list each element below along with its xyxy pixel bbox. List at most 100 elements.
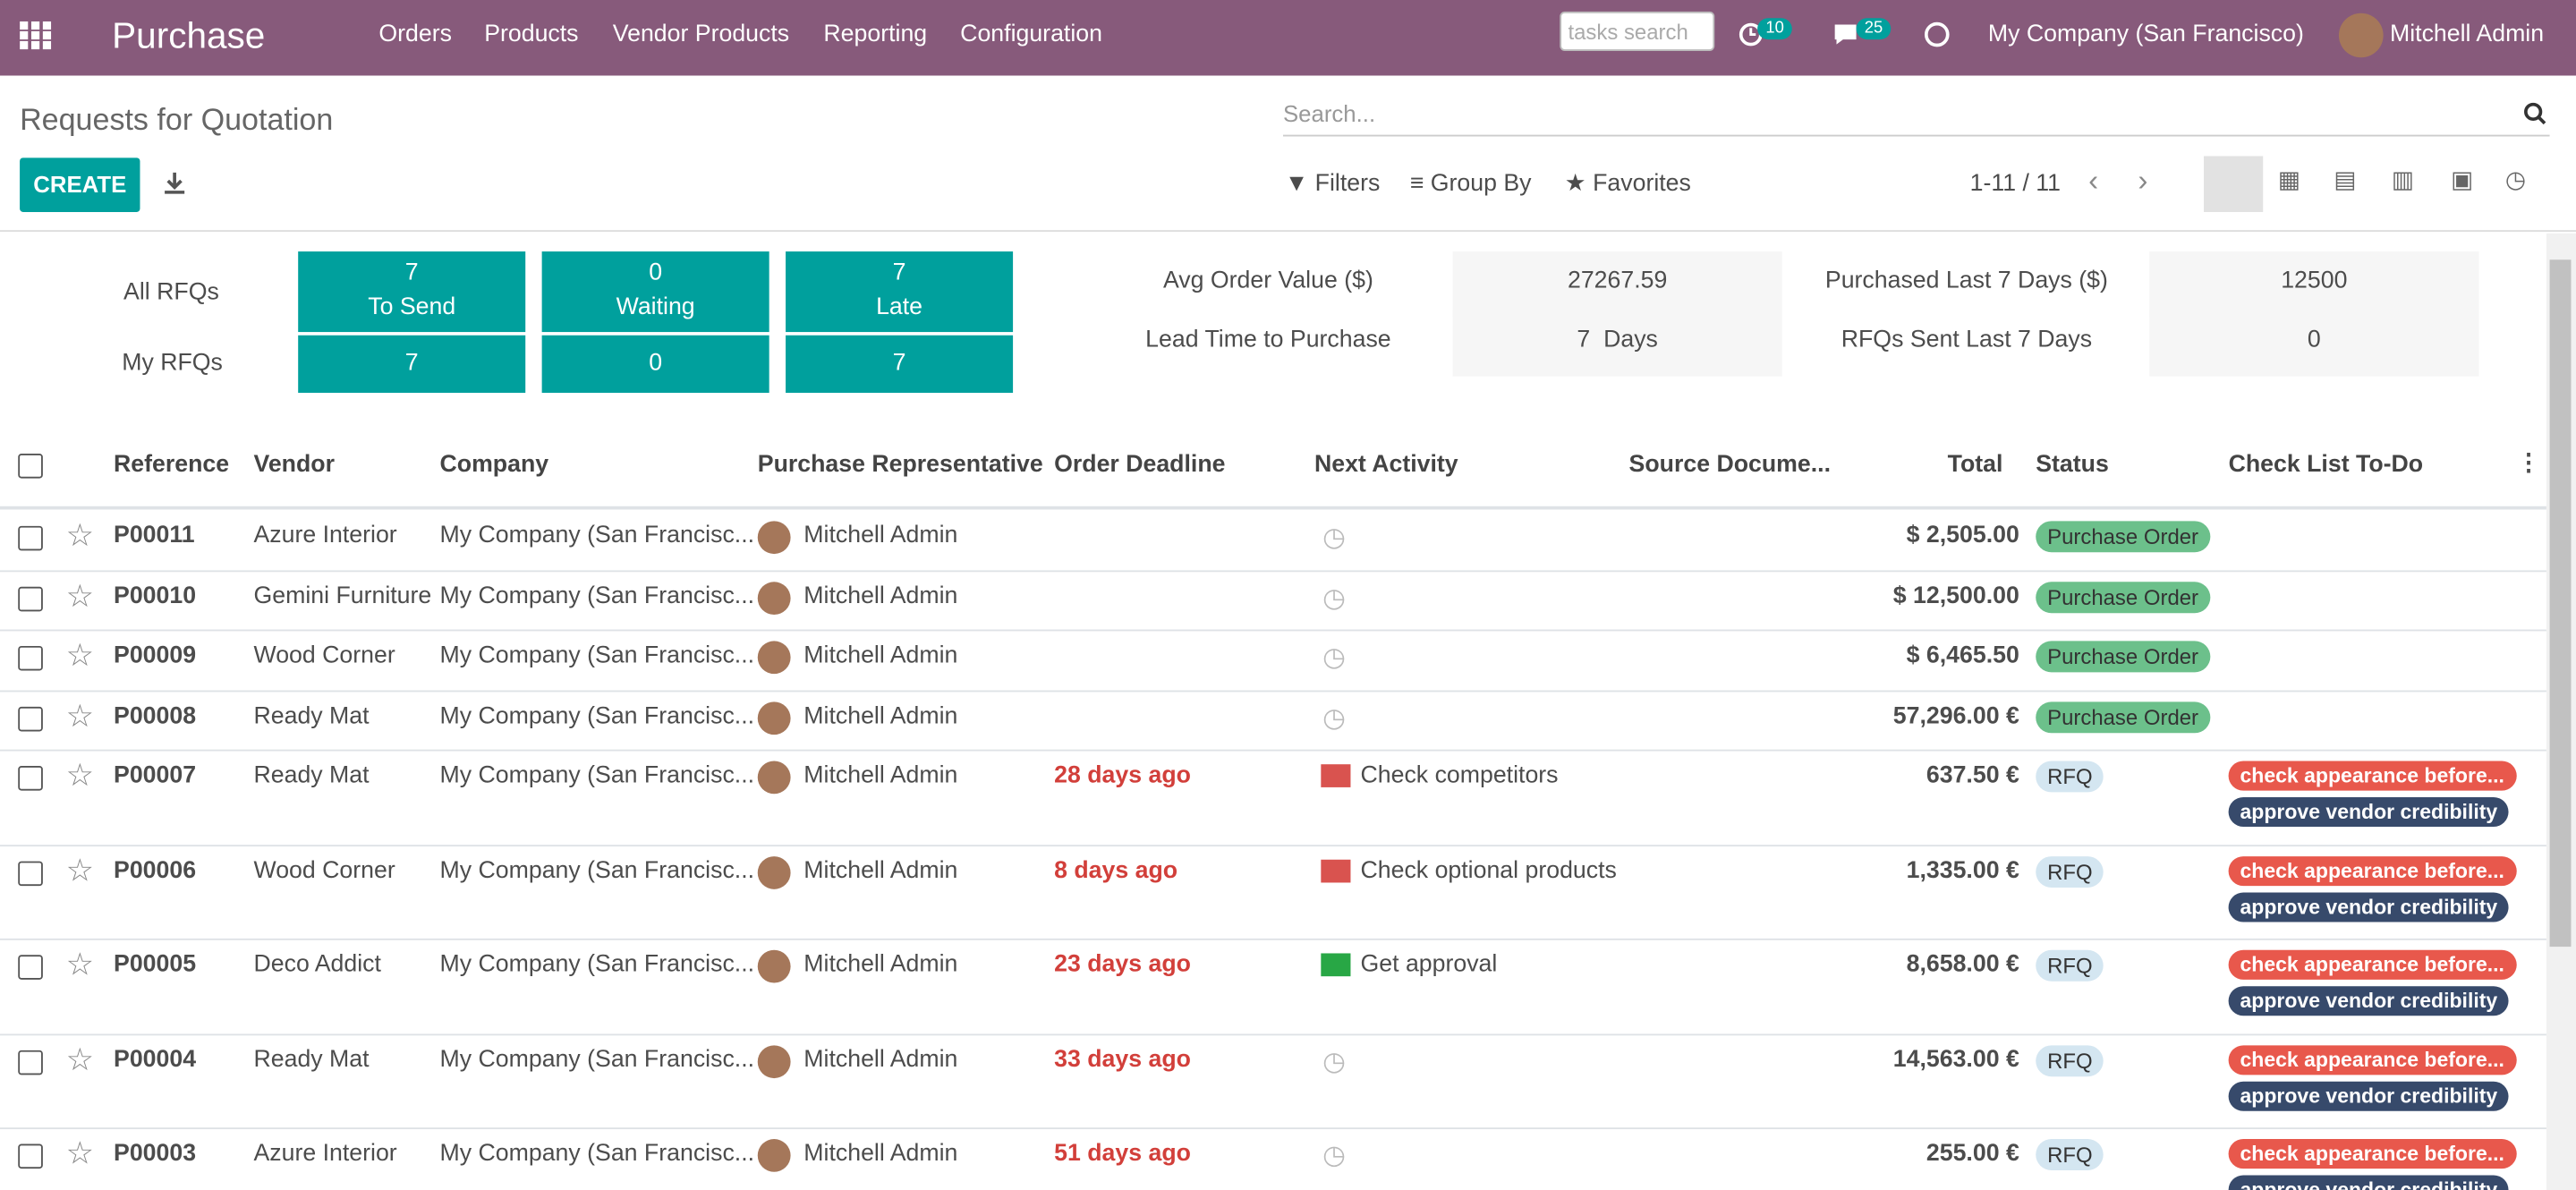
checklist-tag[interactable]: check appearance before... [2228,761,2516,791]
activity-clock[interactable]: ◷ [1322,1048,1346,1076]
breadcrumb: Requests for Quotation [20,101,334,137]
activity-clock[interactable]: ◷ [1322,584,1346,613]
dashboard-tile[interactable]: 7 [786,335,1014,394]
column-header[interactable]: Company [439,452,549,479]
scrollbar-thumb [2549,259,2572,948]
column-header[interactable]: Source Docume... [1628,452,1832,479]
dashboard-tile[interactable]: 0 Waiting [541,251,769,333]
dashboard-tile[interactable]: 0 [541,335,769,394]
stat-value: 12500 [2149,251,2479,318]
checklist-tag[interactable]: check appearance before... [2228,949,2516,980]
group-by-button[interactable]: ≡ Group By [1409,171,1532,198]
reference: P00006 [114,856,197,884]
filters-button[interactable]: ▼ Filters [1284,171,1381,198]
column-header[interactable]: Purchase Representative [757,452,1043,479]
graph-view-button[interactable]: ▥ [2391,167,2415,194]
menu-item[interactable]: Orders [378,21,452,48]
checklist-tag[interactable]: approve vendor credibility [2228,1080,2510,1110]
menu-item[interactable]: Configuration [960,21,1102,48]
create-button[interactable]: CREATE [20,157,140,212]
representative: Mitchell Admin [803,702,958,729]
vendor: Azure Interior [253,523,397,549]
checklist-tag[interactable]: check appearance before... [2228,1139,2516,1169]
avatar [757,761,791,795]
activity[interactable]: Check competitors [1360,762,1559,789]
tile-label: Late [876,293,923,321]
pager-prev[interactable]: ‹ [2088,164,2099,198]
row-checkbox[interactable] [18,955,43,980]
messages-icon[interactable] [1832,21,1861,47]
pager-next[interactable]: › [2138,164,2148,198]
row-checkbox[interactable] [18,585,43,611]
column-header[interactable]: Reference [114,452,230,479]
column-header[interactable]: Status [2036,452,2109,479]
company-switcher[interactable]: My Company (San Francisco) [1987,21,2304,48]
user-menu[interactable]: Mitchell Admin [2390,21,2545,48]
row-checkbox[interactable] [18,1049,43,1075]
company: My Company (San Francisc... [439,762,755,789]
row-line [0,938,2546,940]
search-input[interactable]: Search... [1282,96,2550,137]
row-checkbox[interactable] [18,645,43,671]
row-checkbox[interactable] [18,525,43,551]
column-header[interactable]: Order Deadline [1054,452,1226,479]
star[interactable]: ☆ [65,1042,95,1078]
checklist-tag[interactable]: check appearance before... [2228,855,2516,886]
column-header[interactable]: Total [1947,452,2003,479]
status-badge: RFQ [2036,1044,2104,1076]
row-checkbox[interactable] [18,705,43,731]
menu-item[interactable]: Vendor Products [612,21,790,48]
activity[interactable]: Check optional products [1360,856,1617,884]
row-checkbox[interactable] [18,766,43,791]
column-header[interactable]: Check List To-Do [2228,452,2424,479]
pivot-view-button[interactable]: ▤ [2334,167,2357,194]
star[interactable]: ☆ [65,948,95,983]
row-line [0,749,2546,752]
reference: P00005 [114,951,197,979]
star[interactable]: ☆ [65,1137,95,1172]
search-icon[interactable] [2523,102,2546,125]
star[interactable]: ☆ [65,854,95,888]
dashboard-tile[interactable]: 7 To Send [298,251,526,333]
menu-item[interactable]: Products [484,21,579,48]
star[interactable]: ☆ [65,519,95,555]
column-header[interactable]: Next Activity [1314,452,1458,479]
star[interactable]: ☆ [65,759,95,795]
app-name[interactable]: Purchase [112,14,266,56]
representative: Mitchell Admin [803,1046,958,1073]
status-badge: Purchase Order [2036,641,2210,673]
status-badge: RFQ [2036,855,2104,888]
favorites-button[interactable]: ★ Favorites [1564,171,1691,198]
list-view-button[interactable] [2203,156,2264,212]
download-button[interactable] [163,171,186,194]
checklist-tag[interactable]: approve vendor credibility [2228,796,2510,828]
vendor: Ready Mat [253,702,370,729]
menu-item[interactable]: Reporting [823,21,928,48]
activity-clock[interactable]: ◷ [1322,644,1346,673]
checklist-tag[interactable]: approve vendor credibility [2228,986,2510,1016]
kanban-view-button[interactable]: ▦ [2277,167,2301,194]
star[interactable]: ☆ [65,639,95,675]
checklist-tag[interactable]: approve vendor credibility [2228,1175,2510,1190]
dashboard-tile[interactable]: 7 Late [786,251,1014,333]
column-options[interactable]: ⋮ [2516,450,2541,477]
refresh-icon[interactable] [1922,20,1951,49]
star[interactable]: ☆ [65,699,95,735]
column-header[interactable]: Vendor [253,452,335,479]
select-all-checkbox[interactable] [18,454,43,479]
calendar-view-button[interactable]: ▣ [2451,167,2474,194]
apps-icon[interactable] [20,21,53,51]
dashboard-tile[interactable]: 7 [298,335,526,394]
vendor: Wood Corner [253,856,395,884]
row-checkbox[interactable] [18,860,43,886]
activity-view-button[interactable]: ◷ [2504,167,2527,194]
activity-clock[interactable]: ◷ [1322,1142,1346,1170]
checklist-tag[interactable]: approve vendor credibility [2228,891,2510,922]
activity-clock[interactable]: ◷ [1322,524,1346,553]
checklist-tag[interactable]: check appearance before... [2228,1044,2516,1075]
star[interactable]: ☆ [65,579,95,615]
activity[interactable]: Get approval [1360,951,1498,979]
tasks-search[interactable]: tasks search [1560,11,1715,51]
row-checkbox[interactable] [18,1143,43,1169]
activity-clock[interactable]: ◷ [1322,704,1346,733]
